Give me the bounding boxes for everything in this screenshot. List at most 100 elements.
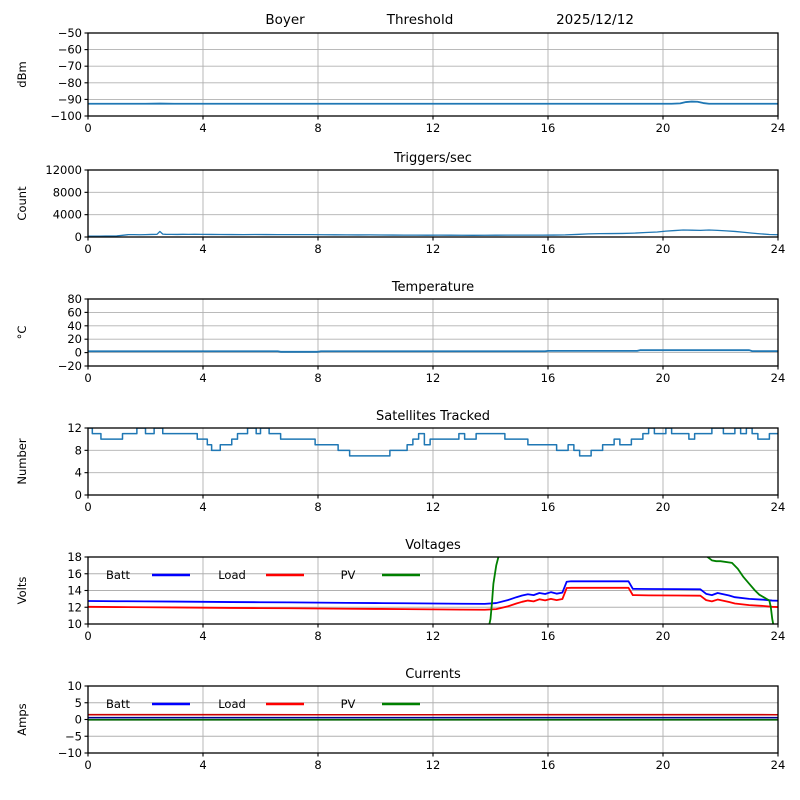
x-tick-label: 4 — [199, 371, 206, 385]
x-tick-label: 20 — [656, 121, 671, 135]
x-tick-label: 12 — [426, 121, 441, 135]
subplot-voltages[interactable]: Voltages 10 12 14 16 18 0 4 8 12 16 20 24 Volts Batt Lo… — [0, 530, 800, 660]
subplot-title-temperature: Temperature — [391, 280, 474, 295]
series-line-count — [88, 229, 778, 237]
subplot-triggers[interactable]: Triggers/sec 0 4000 8000 12000 0 4 8 12 16 20 24 Cou… — [0, 140, 800, 270]
series-line-batt — [88, 580, 778, 605]
x-tick-label: 8 — [314, 629, 321, 643]
suptitle-row: Boyer Threshold 2025/12/12 — [0, 8, 800, 30]
y-axis-label-dbm: dBm — [15, 61, 29, 87]
y-tick-label: 60 — [67, 305, 82, 319]
series-line-temp-c — [88, 349, 778, 353]
subplot-title-voltages: Voltages — [405, 538, 461, 553]
y-tick-label: 8 — [75, 443, 82, 457]
y-tick-label: 20 — [67, 332, 82, 346]
y-tick-label: 5 — [75, 696, 82, 710]
x-tick-label: 8 — [314, 758, 321, 772]
x-tick-label: 16 — [541, 758, 556, 772]
x-tick-label: 12 — [426, 500, 441, 514]
x-tick-label: 0 — [84, 758, 91, 772]
y-tick-label: 10 — [67, 679, 82, 693]
y-tick-label: 12 — [67, 600, 82, 614]
y-tick-label: 0 — [75, 346, 82, 360]
suptitle-mode: Threshold — [386, 12, 454, 28]
x-tick-label: 4 — [199, 242, 206, 256]
x-tick-label: 20 — [656, 758, 671, 772]
y-tick-label: 0 — [75, 488, 82, 502]
y-tick-label: 10 — [67, 617, 82, 631]
y-tick-label: 12000 — [45, 163, 82, 177]
x-tick-label: 8 — [314, 121, 321, 135]
y-tick-label: 4000 — [53, 208, 82, 222]
x-tick-label: 0 — [84, 500, 91, 514]
y-axis-label-temperature: °C — [15, 326, 29, 340]
series-group — [88, 428, 778, 457]
y-axis-label-triggers: Count — [15, 186, 29, 221]
x-tick-label: 20 — [656, 371, 671, 385]
x-tick-label: 24 — [771, 121, 786, 135]
subplot-currents-svg: Currents −10 −5 0 5 10 0 4 8 12 16 20 24 Amps Batt Load… — [15, 667, 786, 772]
x-tick-label: 4 — [199, 500, 206, 514]
x-tick-label: 0 — [84, 242, 91, 256]
x-tick-label: 0 — [84, 371, 91, 385]
legend-label-pv: PV — [341, 697, 356, 711]
y-tick-label: −100 — [50, 109, 82, 123]
x-tick-label: 8 — [314, 371, 321, 385]
y-tick-label: −60 — [58, 43, 82, 57]
subplot-dbm-svg: −100 −90 −80 −70 −60 −50 0 4 8 12 16 20 24 dBm — [15, 26, 786, 135]
x-tick-label: 12 — [426, 629, 441, 643]
y-tick-label: 14 — [67, 584, 82, 598]
legend-label-pv: PV — [341, 568, 356, 582]
y-tick-label: 16 — [67, 567, 82, 581]
y-tick-label: −50 — [58, 26, 82, 40]
y-tick-label: 18 — [67, 550, 82, 564]
y-tick-label: 12 — [67, 421, 82, 435]
subplot-dbm[interactable]: −100 −90 −80 −70 −60 −50 0 4 8 12 16 20 24 dBm — [0, 0, 800, 140]
x-tick-label: 0 — [84, 629, 91, 643]
subplot-currents[interactable]: Currents −10 −5 0 5 10 0 4 8 12 16 20 24 Amps Batt Load… — [0, 660, 800, 800]
x-tick-label: 16 — [541, 121, 556, 135]
subplot-satellites[interactable]: Satellites Tracked 0 4 8 12 0 4 8 12 16 20 24 Number — [0, 400, 800, 530]
x-tick-label: 12 — [426, 371, 441, 385]
x-tick-label: 4 — [199, 758, 206, 772]
legend-label-load: Load — [218, 568, 246, 582]
suptitle-svg: Boyer Threshold 2025/12/12 — [265, 12, 634, 28]
x-tick-label: 24 — [771, 500, 786, 514]
x-tick-label: 12 — [426, 758, 441, 772]
subplot-triggers-svg: Triggers/sec 0 4000 8000 12000 0 4 8 12 16 20 24 Cou… — [15, 151, 786, 256]
y-tick-label: 80 — [67, 292, 82, 306]
y-tick-label: 40 — [67, 319, 82, 333]
subplot-title-triggers: Triggers/sec — [393, 151, 472, 166]
x-tick-label: 20 — [656, 242, 671, 256]
x-tick-label: 12 — [426, 242, 441, 256]
x-tick-label: 16 — [541, 242, 556, 256]
legend-label-batt: Batt — [106, 697, 130, 711]
x-tick-label: 24 — [771, 242, 786, 256]
x-tick-label: 24 — [771, 371, 786, 385]
x-tick-label: 4 — [199, 629, 206, 643]
x-tick-label: 8 — [314, 242, 321, 256]
subplot-title-currents: Currents — [405, 667, 461, 682]
y-tick-label: 0 — [75, 230, 82, 244]
y-axis-label-satellites: Number — [15, 438, 29, 484]
subplot-title-satellites: Satellites Tracked — [376, 409, 490, 424]
series-group — [88, 713, 778, 721]
y-tick-label: −5 — [65, 729, 82, 743]
y-tick-label: 4 — [75, 466, 82, 480]
y-axis-label-currents: Amps — [15, 703, 29, 735]
suptitle-date: 2025/12/12 — [556, 12, 634, 28]
y-tick-label: −20 — [58, 359, 82, 373]
x-tick-label: 24 — [771, 758, 786, 772]
series-group — [88, 557, 778, 624]
y-tick-label: −70 — [58, 59, 82, 73]
x-tick-label: 16 — [541, 500, 556, 514]
series-group — [88, 229, 778, 237]
y-tick-label: −10 — [58, 746, 82, 760]
subplot-temperature[interactable]: Temperature −20 0 20 40 60 80 0 4 8 12 16 20 24 °C — [0, 270, 800, 400]
series-line-sv-count — [88, 428, 778, 457]
series-group — [88, 100, 778, 105]
x-tick-label: 8 — [314, 500, 321, 514]
x-tick-label: 20 — [656, 629, 671, 643]
